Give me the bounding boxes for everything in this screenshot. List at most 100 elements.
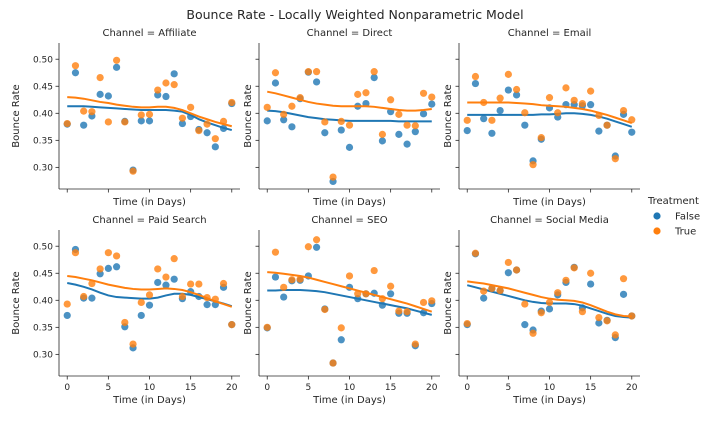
data-point xyxy=(512,91,521,99)
data-point xyxy=(280,116,288,124)
x-tick-label: 5 xyxy=(505,383,511,393)
data-point xyxy=(145,301,154,309)
data-point xyxy=(80,292,88,301)
data-point xyxy=(280,283,288,291)
data-point xyxy=(211,135,219,143)
lowess-trend-line xyxy=(267,90,432,112)
data-point xyxy=(195,280,203,288)
x-axis-label: Time (in Days) xyxy=(112,197,186,208)
data-point xyxy=(578,99,587,108)
y-tick-label: 0.30 xyxy=(33,351,53,361)
data-point xyxy=(112,252,121,260)
data-point xyxy=(178,292,187,301)
lowess-trend-line xyxy=(467,112,633,128)
data-point xyxy=(137,298,145,307)
data-point xyxy=(611,331,619,339)
legend-label-true: True xyxy=(674,227,696,238)
data-point xyxy=(370,68,378,76)
lowess-trend-line xyxy=(67,96,233,128)
x-tick-label: 10 xyxy=(544,383,556,393)
data-point xyxy=(104,118,112,126)
data-point xyxy=(428,93,436,101)
data-point xyxy=(104,92,112,100)
data-point xyxy=(488,284,496,292)
data-point xyxy=(378,137,387,145)
lowess-trend-line xyxy=(267,289,433,316)
chart-title: Bounce Rate - Locally Weighted Nonparame… xyxy=(186,7,523,22)
data-point xyxy=(345,121,354,129)
data-point xyxy=(537,134,545,142)
data-point xyxy=(471,249,480,257)
data-point xyxy=(312,78,321,86)
data-point xyxy=(162,79,170,87)
data-point xyxy=(211,143,219,151)
y-axis-label: Bounce Rate xyxy=(443,84,454,147)
panel-title: Channel = SEO xyxy=(311,215,387,226)
data-point xyxy=(271,79,280,87)
data-point xyxy=(387,290,395,298)
data-point xyxy=(554,289,562,297)
data-point xyxy=(96,74,104,82)
data-point xyxy=(587,269,595,277)
data-point xyxy=(521,300,529,308)
data-point xyxy=(419,89,428,97)
data-point xyxy=(129,340,137,348)
lowess-trend-line xyxy=(467,101,633,124)
data-point xyxy=(595,314,603,322)
data-point xyxy=(378,130,387,138)
data-point xyxy=(170,255,178,263)
data-point xyxy=(419,298,428,307)
data-point xyxy=(370,74,378,82)
series-true xyxy=(263,236,436,367)
data-point xyxy=(362,89,370,97)
data-point xyxy=(162,281,170,289)
data-point xyxy=(203,129,211,137)
data-point xyxy=(280,110,288,118)
x-tick-label: 10 xyxy=(344,383,356,393)
data-point xyxy=(471,72,480,81)
lowess-trend-line xyxy=(467,280,632,318)
data-point xyxy=(162,92,170,101)
data-point xyxy=(496,94,504,102)
data-point xyxy=(628,128,636,136)
y-axis-label: Bounce Rate xyxy=(11,271,22,334)
data-point xyxy=(562,84,570,92)
x-axis-label: Time (in Days) xyxy=(312,197,386,208)
data-point xyxy=(321,118,329,126)
data-point xyxy=(587,87,595,95)
data-point xyxy=(403,140,411,148)
data-point xyxy=(395,130,403,138)
data-point xyxy=(337,126,345,134)
data-point xyxy=(463,127,471,135)
data-point xyxy=(480,115,488,123)
data-point xyxy=(403,308,411,316)
panel-title: Channel = Direct xyxy=(307,28,393,39)
data-point xyxy=(354,90,362,98)
series-true xyxy=(463,249,636,339)
data-point xyxy=(304,243,312,251)
data-point xyxy=(504,258,512,267)
data-point xyxy=(203,301,211,309)
y-axis-label: Bounce Rate xyxy=(243,84,254,147)
data-point xyxy=(529,329,537,337)
data-point xyxy=(370,266,378,275)
data-point xyxy=(288,276,296,284)
data-point xyxy=(263,117,271,125)
data-point xyxy=(88,108,96,116)
data-point xyxy=(603,121,611,129)
data-point xyxy=(203,120,211,128)
data-point xyxy=(480,287,488,295)
x-tick-label: 15 xyxy=(585,383,596,393)
data-point xyxy=(121,318,129,327)
data-point xyxy=(137,117,145,125)
x-tick-label: 20 xyxy=(226,383,238,393)
data-point xyxy=(154,278,162,287)
data-point xyxy=(137,111,145,119)
data-point xyxy=(578,308,587,316)
series-false xyxy=(463,250,636,342)
data-point xyxy=(595,127,603,135)
x-tick-label: 15 xyxy=(185,383,196,393)
data-point xyxy=(145,291,154,299)
data-point xyxy=(387,96,395,104)
panel-grid: Channel = Affiliate 0.30 0.35 0.40 0.45 0.50 T… xyxy=(11,28,640,406)
